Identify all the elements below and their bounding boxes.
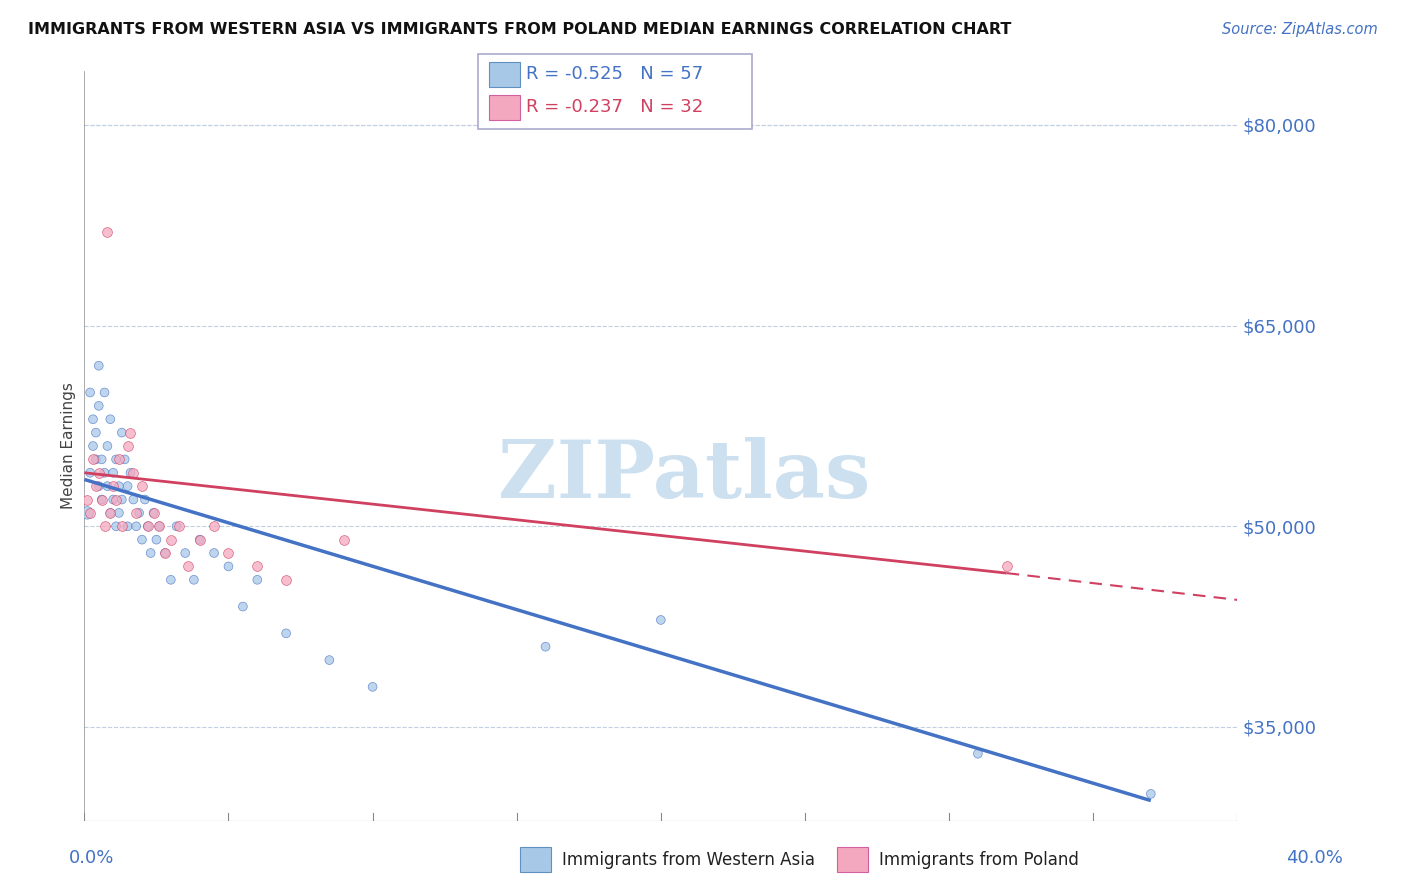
Point [105, 452, 128, 467]
Point [103, 466, 124, 480]
Point [148, 519, 170, 533]
Point [160, 533, 183, 547]
Point [650, 613, 672, 627]
Point [87, 479, 110, 493]
Point [90, 492, 112, 507]
Point [117, 479, 139, 493]
Text: ZIPatlas: ZIPatlas [498, 437, 870, 515]
Point [82, 412, 104, 426]
Point [108, 452, 131, 467]
Text: R = -0.525   N = 57: R = -0.525 N = 57 [526, 65, 703, 83]
Point [276, 626, 298, 640]
Point [108, 479, 131, 493]
Point [142, 506, 165, 520]
Point [105, 492, 128, 507]
Y-axis label: Median Earnings: Median Earnings [60, 383, 76, 509]
Text: IMMIGRANTS FROM WESTERN ASIA VS IMMIGRANTS FROM POLAND MEDIAN EARNINGS CORRELATI: IMMIGRANTS FROM WESTERN ASIA VS IMMIGRAN… [28, 22, 1011, 37]
Point [361, 680, 384, 694]
Point [98, 506, 121, 520]
Point [87, 359, 110, 373]
Point [995, 559, 1018, 574]
Text: Immigrants from Poland: Immigrants from Poland [879, 851, 1078, 869]
Point [177, 559, 200, 574]
Text: 0.0%: 0.0% [69, 849, 114, 867]
Point [79, 466, 101, 480]
Point [202, 519, 225, 533]
Point [166, 519, 188, 533]
Point [145, 533, 167, 547]
Point [84, 425, 107, 440]
Point [93, 466, 115, 480]
Point [87, 399, 110, 413]
Point [139, 546, 162, 560]
Point [79, 385, 101, 400]
Point [142, 506, 165, 520]
Point [87, 466, 110, 480]
Point [153, 546, 176, 560]
Point [169, 519, 191, 533]
Point [96, 439, 118, 453]
Point [111, 519, 134, 533]
Point [98, 412, 121, 426]
Text: 40.0%: 40.0% [1286, 849, 1343, 867]
Point [120, 425, 142, 440]
Point [90, 452, 112, 467]
Point [136, 519, 159, 533]
Point [90, 492, 112, 507]
Point [534, 640, 557, 654]
Point [120, 466, 142, 480]
Point [125, 519, 148, 533]
Point [148, 519, 170, 533]
Point [246, 573, 269, 587]
Point [79, 506, 101, 520]
Point [103, 492, 124, 507]
Point [318, 653, 340, 667]
Point [122, 466, 145, 480]
Point [82, 439, 104, 453]
Point [84, 479, 107, 493]
Point [117, 439, 139, 453]
Point [108, 506, 131, 520]
Point [105, 519, 128, 533]
Point [96, 225, 118, 239]
Point [333, 533, 356, 547]
Point [122, 492, 145, 507]
Point [125, 506, 148, 520]
Point [153, 546, 176, 560]
Point [76, 492, 98, 507]
Point [232, 599, 254, 614]
Point [82, 452, 104, 467]
Point [117, 519, 139, 533]
Point [98, 506, 121, 520]
Point [967, 747, 990, 761]
Point [76, 506, 98, 520]
Point [136, 519, 159, 533]
Point [188, 533, 211, 547]
Point [1140, 787, 1163, 801]
Point [160, 573, 183, 587]
Point [218, 559, 240, 574]
Point [93, 385, 115, 400]
Point [188, 533, 211, 547]
Point [174, 546, 197, 560]
Point [84, 452, 107, 467]
Point [131, 479, 153, 493]
Point [111, 425, 134, 440]
Point [218, 546, 240, 560]
Point [183, 573, 205, 587]
Point [131, 533, 153, 547]
Point [276, 573, 298, 587]
Point [114, 452, 136, 467]
Text: Source: ZipAtlas.com: Source: ZipAtlas.com [1222, 22, 1378, 37]
Point [111, 492, 134, 507]
Point [96, 479, 118, 493]
Text: Immigrants from Western Asia: Immigrants from Western Asia [562, 851, 815, 869]
Text: R = -0.237   N = 32: R = -0.237 N = 32 [526, 98, 703, 116]
Point [202, 546, 225, 560]
Point [128, 506, 150, 520]
Point [134, 492, 156, 507]
Point [93, 519, 115, 533]
Point [103, 479, 124, 493]
Point [246, 559, 269, 574]
